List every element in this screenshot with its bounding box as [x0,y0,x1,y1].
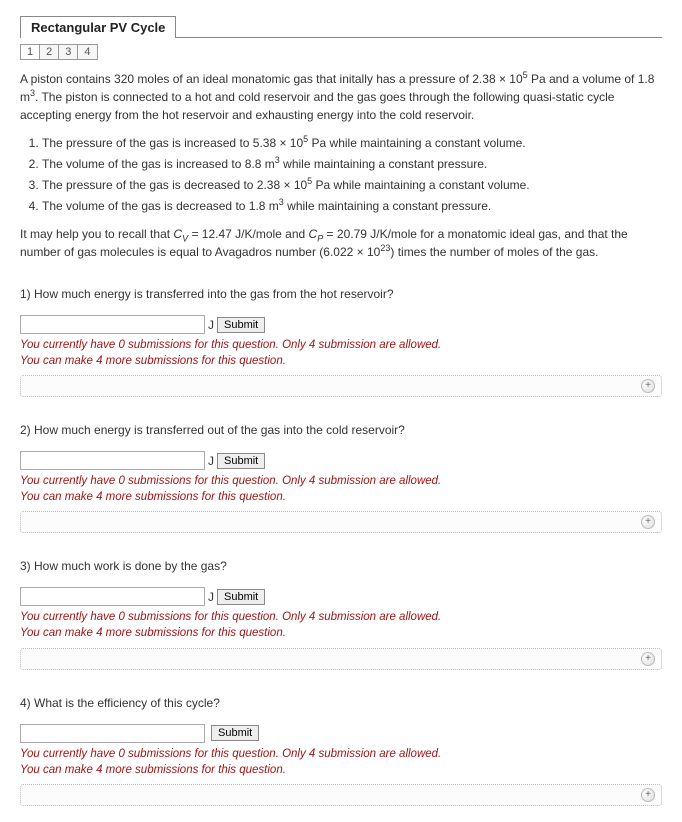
tab-3[interactable]: 3 [58,44,78,60]
step-3: The pressure of the gas is decreased to … [42,176,662,194]
unit-3: J [208,590,214,604]
card-tabs: 1 2 3 4 [20,44,662,60]
step-2: The volume of the gas is increased to 8.… [42,155,662,173]
feedback-4: You currently have 0 submissions for thi… [20,746,662,778]
answer-input-3[interactable] [20,587,205,606]
feedback-1: You currently have 0 submissions for thi… [20,337,662,369]
help-text: It may help you to recall that [20,227,173,241]
plus-icon[interactable]: + [641,652,655,666]
submit-button-2[interactable]: Submit [217,453,265,469]
tab-1[interactable]: 1 [20,44,40,60]
submit-button-1[interactable]: Submit [217,317,265,333]
submit-button-4[interactable]: Submit [211,725,259,741]
intro-text: A piston contains 320 moles of an ideal … [20,72,523,86]
intro-text3: . The piston is connected to a hot and c… [20,90,614,122]
answer-input-2[interactable] [20,451,205,470]
answer-input-4[interactable] [20,724,205,743]
unit-2: J [208,454,214,468]
page-title-tab: Rectangular PV Cycle [20,16,176,38]
question-2: 2) How much energy is transferred out of… [20,423,662,533]
feedback-3: You currently have 0 submissions for thi… [20,609,662,641]
plus-icon[interactable]: + [641,515,655,529]
question-1: 1) How much energy is transferred into t… [20,287,662,397]
expand-bar-2: + [20,511,662,533]
expand-bar-3: + [20,648,662,670]
page-title: Rectangular PV Cycle [31,20,165,35]
question-1-text: 1) How much energy is transferred into t… [20,287,662,301]
question-4-text: 4) What is the efficiency of this cycle? [20,696,662,710]
tab-2[interactable]: 2 [39,44,59,60]
question-2-text: 2) How much energy is transferred out of… [20,423,662,437]
tab-4[interactable]: 4 [77,44,97,60]
question-4: 4) What is the efficiency of this cycle?… [20,696,662,806]
question-3: 3) How much work is done by the gas? J S… [20,559,662,669]
feedback-2: You currently have 0 submissions for thi… [20,473,662,505]
step-1: The pressure of the gas is increased to … [42,134,662,152]
step-4: The volume of the gas is decreased to 1.… [42,197,662,215]
expand-bar-1: + [20,375,662,397]
unit-1: J [208,318,214,332]
submit-button-3[interactable]: Submit [217,589,265,605]
expand-bar-4: + [20,784,662,806]
question-3-text: 3) How much work is done by the gas? [20,559,662,573]
problem-statement: A piston contains 320 moles of an ideal … [20,70,662,261]
steps-list: The pressure of the gas is increased to … [42,134,662,215]
plus-icon[interactable]: + [641,788,655,802]
plus-icon[interactable]: + [641,379,655,393]
answer-input-1[interactable] [20,315,205,334]
